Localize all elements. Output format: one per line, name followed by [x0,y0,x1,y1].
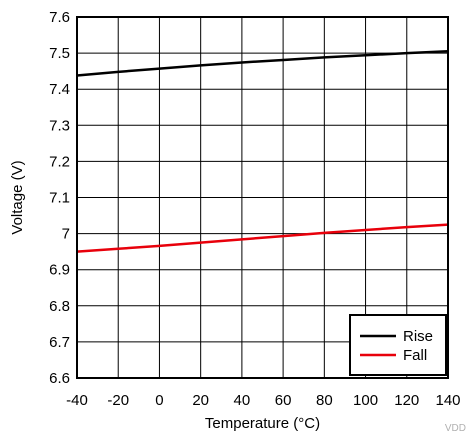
series-lines [76,50,449,253]
y-tick-label: 6.7 [49,334,70,351]
legend-label-fall: Fall [403,347,427,364]
x-axis-label: Temperature (°C) [205,415,320,432]
legend-label-rise: Rise [403,328,433,345]
x-tick-label: 20 [192,392,209,409]
y-tick-label: 7.3 [49,117,70,134]
series-line-fall [76,223,449,253]
x-tick-label: 80 [316,392,333,409]
x-tick-label: 120 [394,392,419,409]
x-tick-label: 0 [155,392,163,409]
y-tick-label: 7.4 [49,81,70,98]
y-tick-label: 7 [62,226,70,243]
y-tick-label: 7.1 [49,190,70,207]
x-tick-label: 140 [435,392,460,409]
y-tick-label: 6.6 [49,370,70,387]
y-tick-label: 7.6 [49,9,70,26]
x-tick-label: 100 [353,392,378,409]
x-tick-labels: -40 -20 0 20 40 60 80 100 120 140 [66,392,460,409]
x-tick-label: -20 [107,392,129,409]
series-line-rise [76,50,449,77]
y-tick-label: 6.8 [49,298,70,315]
plot-frame [76,16,449,379]
x-tick-label: -40 [66,392,88,409]
y-tick-label: 7.5 [49,45,70,62]
x-tick-label: 40 [234,392,251,409]
figure-code: VDD [445,423,466,434]
y-axis-label: Voltage (V) [9,160,26,234]
y-tick-label: 7.2 [49,153,70,170]
y-tick-label: 6.9 [49,262,70,279]
y-tick-labels: 6.6 6.7 6.8 6.9 7 7.1 7.2 7.3 7.4 7.5 7.6 [49,9,70,387]
x-tick-label: 60 [275,392,292,409]
legend: Rise Fall [349,314,447,376]
legend-box [349,314,447,376]
